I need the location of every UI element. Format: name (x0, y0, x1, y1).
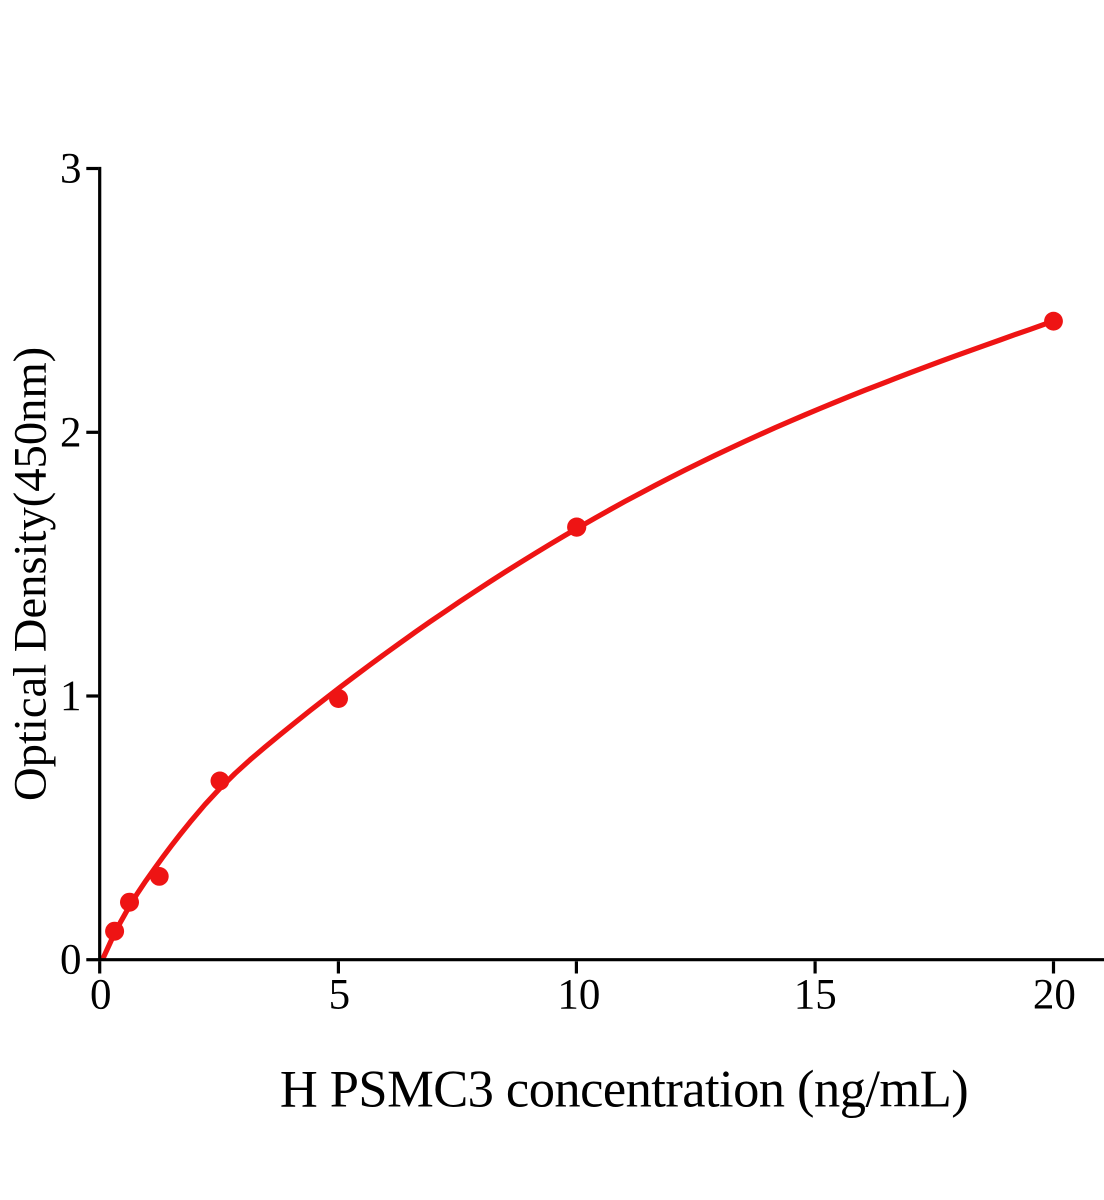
svg-text:Optical Density(450nm): Optical Density(450nm) (5, 347, 57, 801)
svg-text:0: 0 (60, 937, 82, 984)
svg-text:20: 20 (1033, 972, 1076, 1019)
svg-text:5: 5 (329, 972, 351, 1019)
svg-text:3: 3 (60, 146, 82, 193)
svg-text:0: 0 (90, 972, 112, 1019)
svg-text:2: 2 (60, 409, 82, 456)
svg-text:H PSMC3 concentration (ng/mL): H PSMC3 concentration (ng/mL) (280, 1061, 968, 1119)
svg-text:10: 10 (557, 972, 600, 1019)
svg-text:15: 15 (794, 972, 837, 1019)
svg-text:1: 1 (60, 673, 82, 720)
